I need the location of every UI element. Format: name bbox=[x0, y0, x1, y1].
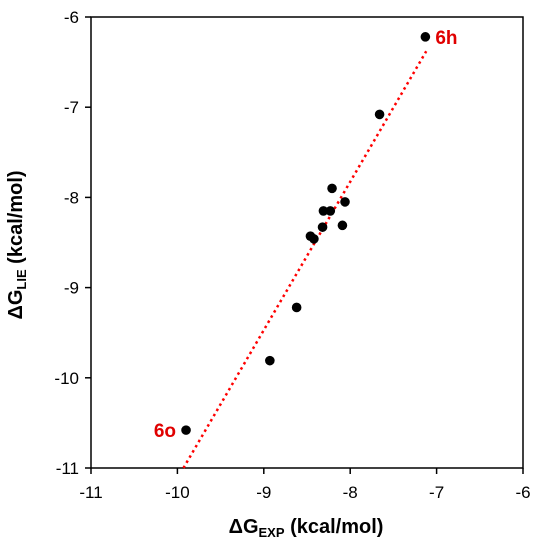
x-axis-title-main: ΔG bbox=[229, 516, 259, 538]
y-tick-label: -6 bbox=[64, 8, 79, 27]
data-point bbox=[291, 302, 302, 313]
x-axis-title-unit: (kcal/mol) bbox=[285, 516, 384, 538]
trendline bbox=[182, 50, 428, 469]
x-tick-label: -10 bbox=[165, 483, 190, 502]
y-tick-labels: -11 -10 -9 -8 -7 -6 bbox=[54, 8, 79, 478]
y-axis-title-subscript: LIE bbox=[14, 269, 29, 290]
y-tick-label: -8 bbox=[64, 188, 79, 207]
data-point bbox=[317, 222, 328, 232]
x-tick-label: -8 bbox=[343, 483, 358, 502]
plot-area bbox=[90, 16, 524, 469]
data-point bbox=[340, 197, 350, 207]
data-point bbox=[265, 355, 275, 366]
data-point bbox=[337, 220, 348, 231]
y-tick-label: -10 bbox=[54, 369, 79, 388]
data-point bbox=[325, 206, 336, 216]
data-point bbox=[327, 183, 337, 194]
y-axis-title-main: ΔG bbox=[5, 290, 27, 320]
data-point bbox=[309, 234, 319, 244]
y-axis-title: ΔGLIE (kcal/mol) bbox=[5, 170, 29, 319]
x-axis-title-subscript: EXP bbox=[259, 525, 285, 540]
point-annotations: 6h 6o bbox=[154, 28, 458, 442]
x-tick-label: -9 bbox=[256, 483, 271, 502]
axis-ticks bbox=[85, 16, 524, 474]
point-annotation-label: 6h bbox=[435, 28, 457, 49]
y-tick-label: -9 bbox=[64, 279, 79, 298]
data-points bbox=[181, 32, 431, 435]
data-point bbox=[181, 425, 191, 435]
x-axis-title: ΔGEXP (kcal/mol) bbox=[229, 516, 384, 540]
y-tick-label: -11 bbox=[56, 459, 79, 478]
plot-frame bbox=[90, 16, 524, 469]
data-point bbox=[318, 206, 329, 216]
x-tick-labels: -11 -10 -9 -8 -7 -6 bbox=[79, 483, 530, 502]
data-point bbox=[374, 109, 385, 120]
x-tick-label: -11 bbox=[79, 483, 102, 502]
x-tick-label: -6 bbox=[515, 483, 530, 502]
y-tick-label: -7 bbox=[64, 98, 79, 117]
y-axis-title-unit: (kcal/mol) bbox=[5, 170, 27, 269]
data-point bbox=[420, 32, 431, 42]
trendline-group bbox=[182, 50, 428, 469]
x-tick-label: -7 bbox=[429, 483, 444, 502]
point-annotation-label: 6o bbox=[154, 421, 176, 442]
